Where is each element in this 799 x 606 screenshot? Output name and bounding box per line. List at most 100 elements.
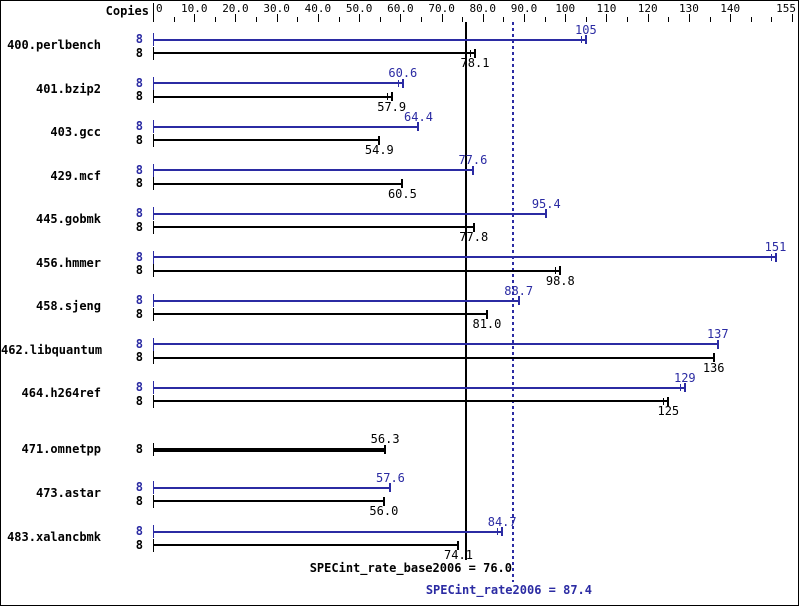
bar-run-mark <box>469 49 471 57</box>
bar-run-mark <box>679 384 681 391</box>
bar-base <box>153 95 392 98</box>
benchmark-label: 471.omnetpp <box>21 441 101 456</box>
bar-peak <box>153 386 685 389</box>
axis-minor-tick <box>380 17 381 22</box>
bar-end-tick <box>471 165 474 175</box>
copies-value: 8 <box>135 293 143 307</box>
peak-value-label: 57.6 <box>376 470 405 485</box>
bar-end-tick <box>401 78 404 88</box>
axis-major-tick <box>277 14 278 22</box>
bar-run-mark <box>397 79 399 87</box>
bar-base <box>153 269 561 272</box>
axis-minor-tick <box>751 17 752 22</box>
axis-tick-label: 130 <box>678 2 699 15</box>
bar-start-tick <box>153 250 154 264</box>
copies-value: 8 <box>135 32 143 46</box>
base-value-label: 74.1 <box>444 548 473 562</box>
bar-peak <box>153 256 776 258</box>
axis-major-tick <box>235 14 236 22</box>
base-value-label: 56.3 <box>370 431 400 446</box>
peak-mean-label: SPECint_rate2006 = 87.4 <box>425 583 592 597</box>
peak-value-label: 129 <box>673 370 696 385</box>
axis-tick-label: 155 <box>776 2 796 15</box>
axis-minor-tick <box>256 17 257 22</box>
bar-end-tick <box>584 35 587 44</box>
bar-start-tick <box>153 381 154 394</box>
axis-minor-tick <box>586 17 587 22</box>
base-mean-line <box>465 22 468 560</box>
bar-start-tick <box>153 76 154 90</box>
bar-start-tick <box>153 220 154 234</box>
bar-start-tick <box>153 46 154 60</box>
base-value-label: 98.8 <box>545 273 575 288</box>
benchmark-label: 400.perlbench <box>7 38 101 53</box>
bar-base <box>153 400 669 402</box>
axis-tick-label: 90.0 <box>510 2 538 15</box>
axis-tick-label: 80.0 <box>469 2 497 15</box>
axis-tick-label: 40.0 <box>304 2 332 15</box>
bar-start-tick <box>153 163 154 177</box>
bar-end-tick <box>683 383 686 392</box>
bar-peak <box>153 343 718 345</box>
bar-start-tick <box>153 394 154 408</box>
copies-value: 8 <box>135 537 143 552</box>
axis-minor-tick <box>710 17 711 22</box>
copies-value: 8 <box>135 442 143 456</box>
bar-end-tick <box>716 339 719 349</box>
bar-peak <box>153 530 503 533</box>
axis-tick-label: 30.0 <box>263 2 290 15</box>
bar-start-tick <box>153 481 154 494</box>
bar-end-tick <box>417 122 420 131</box>
peak-value-label: 105 <box>575 22 597 37</box>
benchmark-label: 429.mcf <box>50 168 101 183</box>
copies-value: 8 <box>135 45 143 60</box>
benchmark-label: 456.hmmer <box>35 255 101 270</box>
axis-major-tick <box>792 14 793 22</box>
axis-minor-tick <box>462 17 463 22</box>
axis-major-tick <box>689 14 690 22</box>
peak-value-label: 60.6 <box>388 66 418 80</box>
copies-value: 8 <box>135 132 143 147</box>
axis-tick-label: 0 <box>156 2 163 15</box>
copies-value: 8 <box>135 350 143 364</box>
peak-value-label: 88.7 <box>504 283 534 298</box>
axis-tick-label: 50.0 <box>345 2 373 15</box>
bar-start-tick <box>153 90 154 103</box>
bar-end-tick <box>485 309 488 319</box>
copies-value: 8 <box>135 524 143 538</box>
axis-tick-label: 10.0 <box>180 2 208 15</box>
axis-tick-label: 60.0 <box>387 2 414 15</box>
bar-end-tick <box>457 540 460 550</box>
axis-tick-label: 20.0 <box>222 2 249 15</box>
axis-tick-label: 70.0 <box>428 2 455 15</box>
base-value-label: 54.9 <box>364 143 394 157</box>
bar-peak <box>153 486 391 489</box>
peak-value-label: 84.7 <box>487 514 517 529</box>
bar-base <box>153 500 384 502</box>
copies-value: 8 <box>135 480 143 494</box>
benchmark-label: 483.xalancbmk <box>7 530 101 545</box>
axis-minor-tick <box>174 17 175 22</box>
bar-start-tick <box>153 443 154 456</box>
bar-base <box>153 313 487 315</box>
benchmark-label: 445.gobmk <box>35 212 101 227</box>
base-value-label: 136 <box>702 360 725 375</box>
axis-major-tick <box>606 14 607 22</box>
benchmark-label: 473.astar <box>35 486 101 501</box>
axis-major-tick <box>648 14 649 22</box>
base-value-label: 125 <box>657 404 680 418</box>
bar-end-tick <box>384 445 387 454</box>
axis-minor-tick <box>771 17 772 22</box>
benchmark-label: 462.libquantum <box>1 342 103 357</box>
bar-base <box>153 52 475 54</box>
bar-run-mark <box>555 267 557 274</box>
copies-value: 8 <box>135 162 143 177</box>
bar-start-tick <box>153 538 154 552</box>
axis-minor-tick <box>668 17 669 22</box>
base-value-label: 57.9 <box>377 99 407 114</box>
bar-run-mark <box>580 36 582 43</box>
bar-base <box>153 226 474 228</box>
axis-tick-label: 120 <box>637 2 658 15</box>
